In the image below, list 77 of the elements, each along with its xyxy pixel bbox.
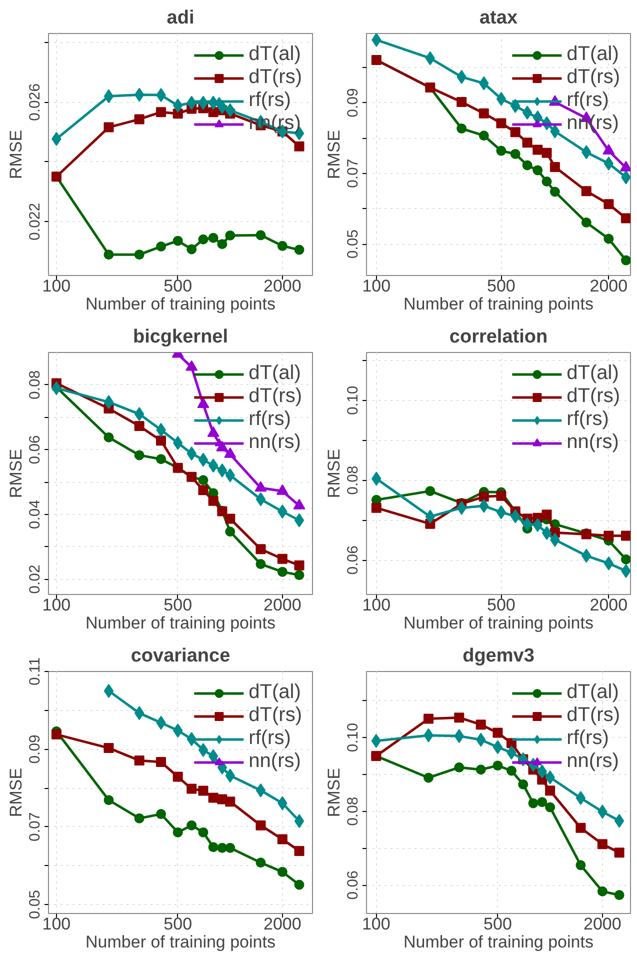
- y-tick-label: 0.022: [26, 202, 44, 240]
- legend-label: dT(rs): [566, 385, 620, 408]
- x-tick-label: 100: [42, 596, 71, 614]
- legend-label: nn(rs): [248, 750, 301, 773]
- y-axis-title: RMSE: [6, 768, 26, 818]
- y-axis-title: RMSE: [324, 130, 344, 180]
- y-axis-title: RMSE: [6, 448, 26, 498]
- legend-label: dT(rs): [566, 66, 620, 89]
- chart-title: dgemv3: [462, 646, 534, 666]
- x-axis-title: Number of training points: [404, 932, 594, 952]
- legend-label: nn(rs): [248, 431, 301, 454]
- y-tick-label: 0.08: [344, 466, 362, 495]
- y-axis-title: RMSE: [6, 130, 26, 180]
- x-tick-label: 100: [362, 276, 391, 296]
- x-tick-label: 2000: [590, 596, 628, 614]
- legend-label: rf(rs): [566, 408, 609, 431]
- x-axis-title: Number of training points: [86, 932, 276, 952]
- chart-title: bicgkernel: [132, 326, 228, 348]
- x-tick-label: 500: [164, 276, 192, 296]
- legend-label: dT(rs): [248, 66, 302, 89]
- legend-label: dT(al): [248, 681, 301, 704]
- y-tick-label: 0.09: [26, 734, 44, 764]
- y-tick-label: 0.08: [344, 796, 362, 826]
- legend-label: rf(rs): [566, 89, 609, 112]
- x-tick-label: 500: [487, 276, 516, 296]
- chart-title: atax: [479, 8, 518, 28]
- legend-label: nn(rs): [566, 431, 619, 454]
- x-tick-label: 500: [487, 596, 516, 614]
- legend-label: rf(rs): [248, 89, 291, 112]
- y-tick-label: 0.05: [26, 890, 44, 920]
- x-tick-label: 100: [42, 914, 71, 934]
- x-tick-label: 2000: [264, 596, 302, 614]
- legend-label: rf(rs): [248, 408, 291, 431]
- y-tick-label: 0.06: [26, 435, 44, 464]
- y-tick-label: 0.10: [344, 386, 362, 416]
- y-axis-title: RMSE: [324, 448, 344, 498]
- y-tick-label: 0.07: [26, 812, 44, 842]
- legend-label: dT(rs): [248, 385, 302, 408]
- x-tick-label: 500: [164, 596, 192, 614]
- x-tick-label: 500: [484, 914, 512, 934]
- y-tick-label: 0.11: [26, 657, 44, 686]
- y-tick-label: 0.10: [344, 722, 362, 752]
- x-axis-title: Number of training points: [86, 614, 276, 632]
- chart-title: adi: [166, 8, 194, 28]
- x-tick-label: 100: [42, 276, 71, 296]
- y-tick-label: 0.04: [26, 500, 44, 530]
- legend-label: dT(al): [248, 43, 301, 66]
- y-tick-label: 0.05: [344, 229, 362, 259]
- y-tick-label: 0.07: [344, 158, 362, 188]
- x-axis-title: Number of training points: [404, 614, 594, 632]
- x-tick-label: 2000: [584, 914, 622, 934]
- y-tick-label: 0.02: [26, 564, 44, 594]
- legend-label: dT(rs): [566, 704, 620, 727]
- legend-label: nn(rs): [566, 750, 619, 773]
- y-tick-label: 0.09: [344, 88, 362, 118]
- y-tick-label: 0.026: [26, 83, 44, 121]
- legend-label: dT(al): [566, 43, 619, 66]
- x-tick-label: 2000: [264, 276, 302, 296]
- legend-label: rf(rs): [566, 727, 609, 750]
- y-tick-label: 0.06: [344, 870, 362, 900]
- legend-label: dT(al): [248, 362, 301, 385]
- legend-label: dT(al): [566, 681, 619, 704]
- y-tick-label: 0.06: [344, 546, 362, 575]
- legend-label: dT(rs): [248, 704, 302, 727]
- legend-label: rf(rs): [248, 727, 291, 750]
- x-tick-label: 2000: [264, 914, 302, 934]
- x-tick-label: 100: [362, 596, 391, 614]
- chart-title: correlation: [449, 326, 548, 348]
- x-tick-label: 2000: [590, 276, 628, 296]
- y-tick-label: 0.08: [26, 370, 44, 400]
- chart-title: covariance: [130, 646, 230, 666]
- x-axis-title: Number of training points: [404, 294, 594, 314]
- x-tick-label: 500: [164, 914, 192, 934]
- y-axis-title: RMSE: [324, 768, 344, 818]
- legend-label: dT(al): [566, 362, 619, 385]
- x-tick-label: 100: [362, 914, 390, 934]
- x-axis-title: Number of training points: [86, 294, 276, 314]
